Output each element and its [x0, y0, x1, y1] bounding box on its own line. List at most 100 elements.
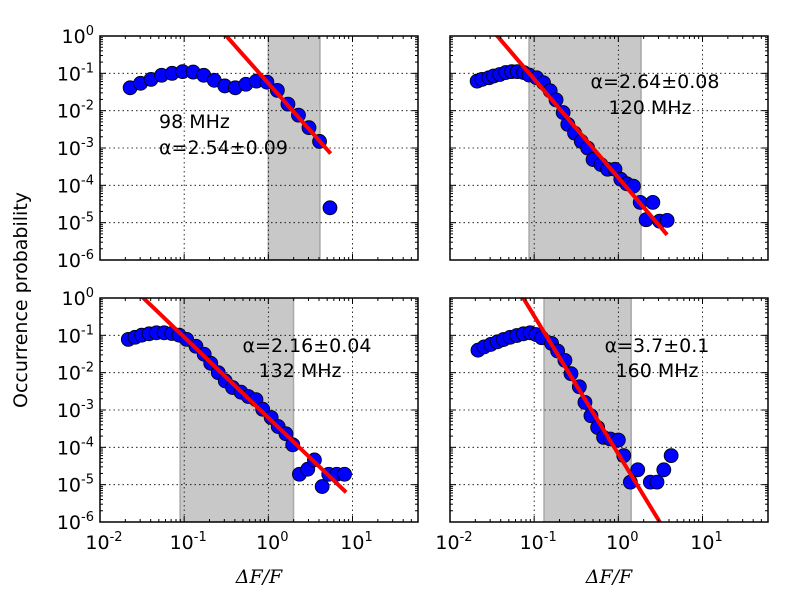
- x-axis-label-right: ΔF/F: [585, 566, 633, 588]
- y-tick-label: 10-3: [57, 398, 94, 422]
- tick-exponent: 1: [714, 530, 722, 545]
- tick-exponent: -1: [81, 61, 94, 76]
- tick-exponent: 0: [280, 530, 288, 545]
- tick-exponent: 0: [630, 530, 638, 545]
- tick-exponent: -3: [81, 398, 94, 413]
- tick-base: 10: [57, 363, 81, 385]
- y-tick-label: 10-5: [57, 473, 94, 497]
- x-tick-label: 100: [606, 530, 638, 554]
- y-tick-label: 100: [62, 24, 94, 48]
- y-axis-label: Occurrence probability: [10, 192, 32, 408]
- x-tick-label: 10-1: [170, 530, 207, 554]
- x-tick-label: 101: [340, 530, 372, 554]
- plot-area: [450, 36, 768, 260]
- y-tick-label: 10-1: [57, 61, 94, 85]
- data-point: [659, 213, 675, 228]
- frequency-label: 160 MHz: [616, 360, 699, 382]
- data-point: [322, 200, 338, 216]
- tick-exponent: -1: [194, 530, 207, 545]
- tick-exponent: -2: [110, 530, 123, 545]
- axes-frame: [449, 297, 769, 523]
- tick-base: 10: [85, 532, 109, 554]
- tick-exponent: -5: [81, 473, 94, 488]
- data-point: [285, 437, 301, 453]
- tick-base: 10: [57, 325, 81, 347]
- data-point: [649, 474, 665, 490]
- tick-base: 10: [690, 532, 714, 554]
- y-tick-label: 10-4: [57, 173, 94, 197]
- power-law-fit-line: [520, 298, 663, 522]
- alpha-label: α=2.64±0.08: [591, 71, 720, 93]
- tick-exponent: -6: [81, 510, 94, 525]
- tick-exponent: -4: [81, 435, 94, 450]
- x-tick-label: 10-1: [520, 530, 557, 554]
- tick-base: 10: [57, 138, 81, 160]
- data-point: [663, 448, 679, 464]
- x-tick-label: 10-2: [435, 530, 472, 554]
- tick-exponent: -2: [81, 361, 94, 376]
- y-tick-label: 10-2: [57, 361, 94, 385]
- x-tick-label: 101: [690, 530, 722, 554]
- tick-base: 10: [520, 532, 544, 554]
- tick-exponent: -4: [81, 173, 94, 188]
- frequency-label: 132 MHz: [259, 360, 342, 382]
- tick-exponent: 1: [364, 530, 372, 545]
- axes-frame: [449, 35, 769, 261]
- y-tick-label: 10-6: [57, 248, 94, 272]
- tick-exponent: -1: [544, 530, 557, 545]
- tick-exponent: -3: [81, 136, 94, 151]
- y-tick-label: 10-1: [57, 323, 94, 347]
- tick-base: 10: [57, 101, 81, 123]
- tick-base: 10: [57, 250, 81, 272]
- x-tick-label: 10-2: [85, 530, 122, 554]
- tick-base: 10: [62, 26, 86, 48]
- alpha-label: α=2.16±0.04: [243, 335, 372, 357]
- tick-exponent: -5: [81, 211, 94, 226]
- tick-base: 10: [57, 63, 81, 85]
- tick-exponent: 0: [86, 24, 94, 39]
- tick-base: 10: [606, 532, 630, 554]
- axes-frame: [99, 35, 419, 261]
- tick-base: 10: [57, 512, 81, 534]
- alpha-label: α=3.7±0.1: [605, 335, 710, 357]
- power-law-fit-line: [223, 36, 333, 155]
- alpha-label: α=2.54±0.09: [159, 137, 288, 159]
- tick-exponent: -2: [81, 99, 94, 114]
- tick-base: 10: [57, 475, 81, 497]
- tick-base: 10: [57, 400, 81, 422]
- y-tick-label: 10-2: [57, 99, 94, 123]
- tick-exponent: -1: [81, 323, 94, 338]
- y-tick-label: 100: [62, 286, 94, 310]
- frequency-label: 120 MHz: [609, 97, 692, 119]
- tick-base: 10: [62, 288, 86, 310]
- y-tick-label: 10-6: [57, 510, 94, 534]
- plot-area: [100, 36, 418, 260]
- plot-area: [450, 298, 768, 522]
- data-point: [314, 479, 330, 494]
- axes-frame: [99, 297, 419, 523]
- tick-exponent: 0: [86, 286, 94, 301]
- data-point: [337, 466, 352, 482]
- tick-base: 10: [256, 532, 280, 554]
- data-point: [645, 194, 661, 210]
- tick-base: 10: [57, 437, 81, 459]
- x-tick-label: 100: [256, 530, 288, 554]
- x-axis-label-left: ΔF/F: [235, 566, 283, 588]
- frequency-label: 98 MHz: [159, 111, 230, 133]
- power-law-fit-line: [140, 298, 348, 494]
- tick-base: 10: [57, 175, 81, 197]
- tick-base: 10: [57, 213, 81, 235]
- data-point: [630, 462, 646, 478]
- panel-top-right: α=2.64±0.08 120 MHz: [449, 35, 769, 261]
- power-law-fit-line: [494, 36, 669, 237]
- tick-exponent: -6: [81, 248, 94, 263]
- tick-base: 10: [435, 532, 459, 554]
- plot-area: [100, 298, 418, 522]
- y-tick-label: 10-3: [57, 136, 94, 160]
- y-tick-label: 10-4: [57, 435, 94, 459]
- tick-base: 10: [170, 532, 194, 554]
